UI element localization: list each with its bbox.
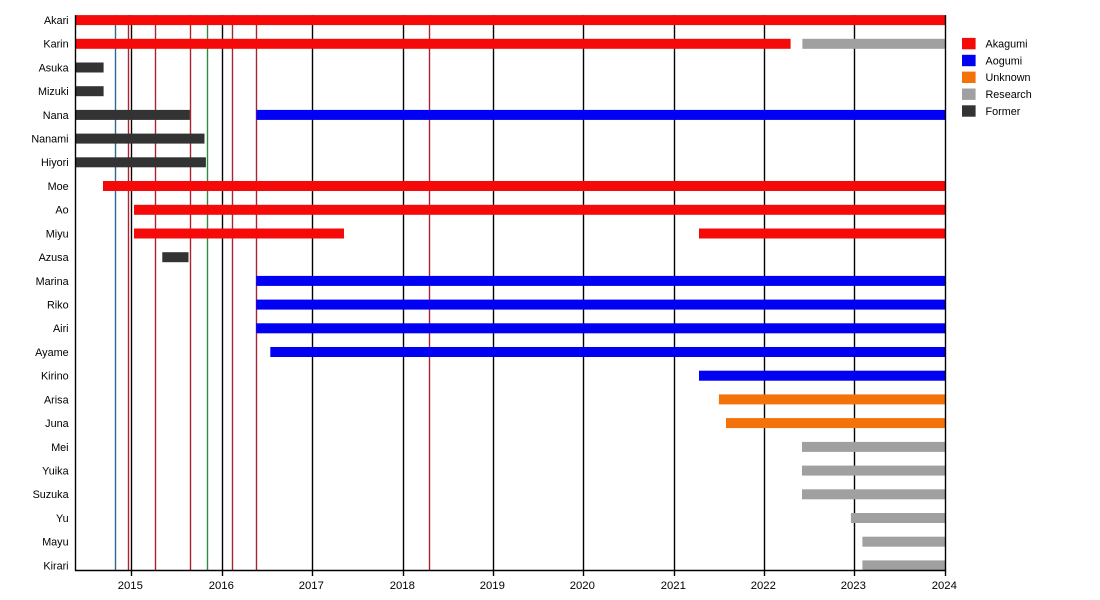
svg-text:Mizuki: Mizuki: [38, 86, 69, 98]
svg-text:Yu: Yu: [56, 513, 69, 525]
svg-text:Nanami: Nanami: [31, 134, 68, 146]
svg-text:Arisa: Arisa: [44, 394, 69, 406]
svg-text:Miyu: Miyu: [46, 228, 69, 240]
svg-text:Yuika: Yuika: [42, 466, 68, 478]
svg-text:Ayame: Ayame: [35, 347, 68, 359]
svg-text:2024: 2024: [932, 580, 957, 592]
svg-text:2016: 2016: [209, 580, 234, 592]
svg-text:Marina: Marina: [36, 276, 69, 288]
svg-text:Mei: Mei: [51, 442, 68, 454]
svg-text:2017: 2017: [299, 580, 324, 592]
svg-text:Riko: Riko: [47, 300, 69, 312]
svg-text:Azusa: Azusa: [39, 252, 69, 264]
svg-text:Airi: Airi: [53, 323, 69, 335]
svg-text:Karin: Karin: [43, 39, 68, 51]
svg-text:Former: Former: [986, 106, 1021, 118]
svg-text:2021: 2021: [661, 580, 686, 592]
svg-text:Aogumi: Aogumi: [986, 55, 1023, 67]
svg-text:2015: 2015: [118, 580, 143, 592]
svg-text:Ao: Ao: [55, 205, 68, 217]
svg-text:Moe: Moe: [48, 181, 69, 193]
svg-text:Unknown: Unknown: [986, 72, 1031, 84]
svg-text:2018: 2018: [390, 580, 415, 592]
svg-text:Nana: Nana: [43, 110, 69, 122]
svg-text:2020: 2020: [570, 580, 595, 592]
svg-text:Mayu: Mayu: [42, 537, 68, 549]
svg-text:2022: 2022: [751, 580, 776, 592]
svg-text:Kirino: Kirino: [41, 371, 69, 383]
svg-text:Research: Research: [986, 89, 1032, 101]
svg-text:2023: 2023: [841, 580, 866, 592]
svg-text:Hiyori: Hiyori: [41, 157, 69, 169]
svg-text:Juna: Juna: [45, 418, 68, 430]
svg-text:Kirari: Kirari: [43, 560, 68, 572]
svg-text:Asuka: Asuka: [39, 62, 69, 74]
svg-text:2019: 2019: [480, 580, 505, 592]
svg-text:Akari: Akari: [44, 15, 69, 27]
svg-text:Akagumi: Akagumi: [986, 39, 1028, 51]
svg-text:Suzuka: Suzuka: [33, 489, 69, 501]
